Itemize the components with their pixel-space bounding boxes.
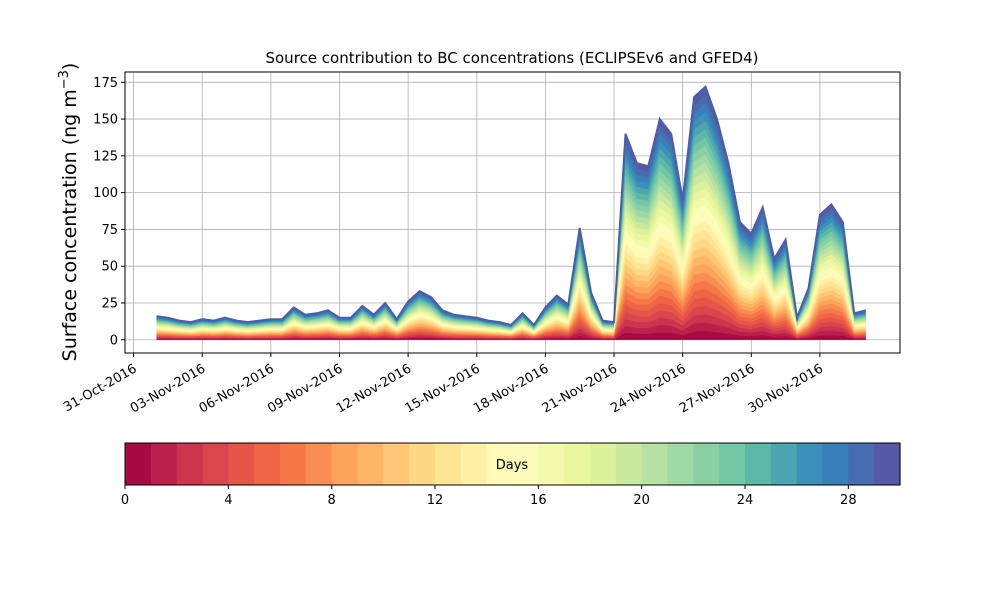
colorbar-band-15 [512,443,539,485]
plot-frame [124,71,901,354]
colorbar-tick-label: 0 [121,493,129,508]
x-tick-label: 18-Nov-2016 [471,361,551,416]
y-axis-label-main: Surface concentration (ng m [59,89,81,361]
y-tick-label: 50 [101,260,118,275]
x-tick-label: 30-Nov-2016 [746,361,826,416]
colorbar-band-7 [305,443,333,485]
colorbar-tick-label: 20 [633,493,650,508]
y-tick-label: 175 [93,76,118,91]
y-tick-label: 25 [101,296,118,311]
x-tick-label: 03-Nov-2016 [128,361,208,416]
colorbar-band-17 [564,443,591,485]
colorbar-band-27 [822,443,849,485]
y-tick-label: 150 [93,113,118,128]
colorbar-tick-label: 24 [737,493,754,508]
colorbar-band-24 [745,443,772,485]
colorbar-tick-label: 16 [530,493,547,508]
y-axis-label: Surface concentration (ng m−3) [57,63,81,362]
chart-title: Source contribution to BC concentrations… [265,49,758,67]
colorbar-tick-label: 8 [328,493,336,508]
colorbar-band-16 [538,443,565,485]
colorbar [125,443,901,485]
colorbar-band-2 [176,443,204,485]
colorbar-ticks: 0 4 8 12 16 20 24 28 [121,485,857,508]
x-tick-label: 27-Nov-2016 [677,361,757,416]
colorbar-band-12 [435,443,462,485]
colorbar-band-13 [460,443,488,485]
colorbar-band-6 [280,443,307,485]
colorbar-band-0 [125,443,152,485]
x-axis-ticks: 31-Oct-201603-Nov-201606-Nov-201609-Nov-… [61,353,826,416]
x-tick-label: 31-Oct-2016 [61,361,139,415]
colorbar-tick-label: 28 [840,493,857,508]
y-axis-label-superscript: −3 [57,70,72,89]
colorbar-band-14 [486,443,514,485]
y-axis-label-close: ) [59,63,81,70]
colorbar-band-5 [254,443,281,485]
x-tick-label: 12-Nov-2016 [334,361,414,416]
colorbar-band-4 [228,443,255,485]
colorbar-band-20 [641,443,669,485]
colorbar-band-9 [357,443,384,485]
colorbar-tick-label: 12 [427,493,444,508]
y-tick-label: 100 [93,186,118,201]
colorbar-band-21 [667,443,694,485]
colorbar-label: Days [496,458,529,473]
colorbar-band-8 [331,443,359,485]
colorbar-band-11 [409,443,436,485]
colorbar-band-10 [383,443,410,485]
colorbar-band-22 [693,443,720,485]
colorbar-band-23 [719,443,746,485]
total-concentration-line [156,84,866,327]
colorbar-band-1 [150,443,178,485]
colorbar-band-29 [874,443,901,485]
x-tick-label: 06-Nov-2016 [197,361,277,416]
colorbar-band-28 [848,443,875,485]
y-tick-label: 125 [93,149,118,164]
y-axis-ticks: 0 25 50 75 100 125 150 175 [93,76,125,348]
x-tick-label: 24-Nov-2016 [608,361,688,416]
x-tick-label: 21-Nov-2016 [540,361,620,416]
y-tick-label: 75 [101,223,118,238]
x-tick-label: 09-Nov-2016 [265,361,345,416]
x-tick-label: 15-Nov-2016 [402,361,482,416]
colorbar-band-19 [615,443,643,485]
colorbar-band-25 [770,443,798,485]
colorbar-tick-label: 4 [224,493,232,508]
colorbar-band-3 [202,443,229,485]
grid [125,72,900,353]
y-tick-label: 0 [110,333,118,348]
colorbar-frame [124,442,901,486]
area-layer-day-0 [156,331,866,340]
colorbar-band-18 [590,443,617,485]
colorbar-band-26 [796,443,824,485]
stacked-area-layers [156,84,866,340]
